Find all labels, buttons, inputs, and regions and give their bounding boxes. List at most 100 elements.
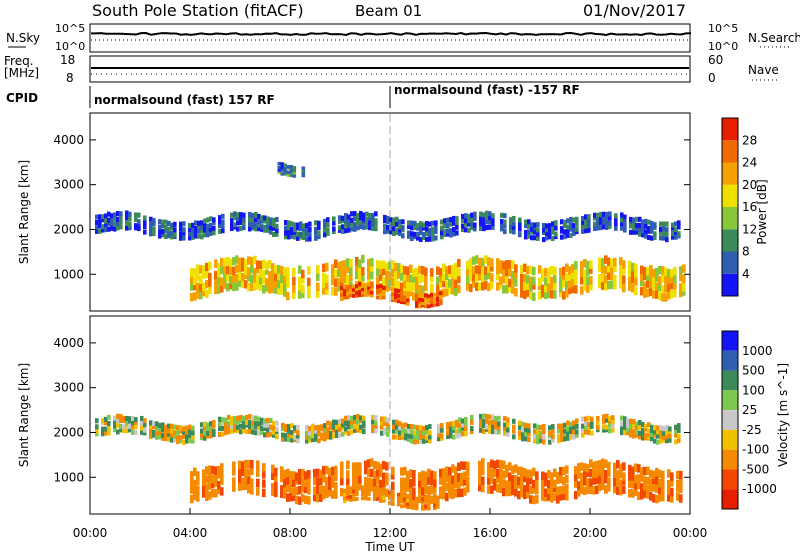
echo-cell <box>659 226 663 232</box>
echo-cell <box>397 280 401 290</box>
echo-cell <box>211 488 215 498</box>
echo-cell <box>452 231 456 237</box>
echo-cell <box>500 226 504 232</box>
echo-cell <box>406 470 410 480</box>
echo-cell <box>401 427 405 433</box>
echo-cell <box>305 434 309 440</box>
echo-cell <box>650 220 654 227</box>
echo-cell <box>383 427 387 433</box>
power-colorbar-segment <box>722 251 738 274</box>
echo-cell <box>185 429 189 435</box>
echo-cell <box>316 282 320 291</box>
echo-cell <box>671 234 675 240</box>
echo-cell <box>242 212 246 218</box>
echo-cell <box>491 424 495 430</box>
echo-cell <box>427 497 431 502</box>
echo-cell <box>346 491 350 496</box>
echo-cell <box>430 273 434 283</box>
echo-cell <box>238 257 242 267</box>
echo-cell <box>425 221 429 227</box>
echo-cell <box>536 227 540 233</box>
echo-cell <box>442 272 446 282</box>
echo-cell <box>448 279 452 288</box>
echo-cell <box>190 485 194 494</box>
echo-cell <box>334 259 338 268</box>
echo-cell <box>353 226 357 232</box>
echo-cell <box>131 415 135 421</box>
power-colorbar-tick: 8 <box>742 245 750 259</box>
echo-cell <box>487 485 491 494</box>
echo-cell <box>610 271 614 281</box>
echo-cell <box>376 491 380 496</box>
echo-cell <box>143 418 147 424</box>
echo-cell <box>128 211 132 217</box>
echo-cell <box>344 420 348 426</box>
echo-cell <box>218 219 222 225</box>
echo-cell <box>208 491 212 500</box>
echo-cell <box>571 264 575 273</box>
echo-cell <box>355 284 359 289</box>
echo-cell <box>677 437 681 443</box>
echo-cell <box>277 271 281 281</box>
echo-cell <box>652 494 656 503</box>
echo-cell <box>520 264 524 274</box>
echo-cell <box>340 260 344 270</box>
echo-cell <box>205 492 209 501</box>
echo-cell <box>586 464 590 473</box>
echo-cell <box>391 298 395 303</box>
echo-cell <box>518 232 522 238</box>
echo-cell <box>343 292 347 297</box>
echo-cell <box>202 469 206 478</box>
echo-cell <box>526 265 530 275</box>
echo-cell <box>478 469 482 478</box>
echo-cell <box>677 427 681 433</box>
echo-cell <box>619 257 623 266</box>
echo-cell <box>470 419 474 425</box>
echo-cell <box>628 479 632 488</box>
echo-cell <box>433 478 437 488</box>
echo-cell <box>206 227 210 233</box>
echo-cell <box>334 482 338 491</box>
echo-cell <box>119 427 123 433</box>
echo-cell <box>289 471 293 480</box>
echo-cell <box>496 258 500 267</box>
echo-cell <box>437 428 441 434</box>
echo-cell <box>382 478 386 488</box>
echo-cell <box>286 493 290 502</box>
echo-cell <box>313 486 317 495</box>
echo-cell <box>101 418 105 424</box>
echo-cell <box>205 289 209 299</box>
echo-cell <box>446 433 450 439</box>
echo-cell <box>563 229 567 235</box>
echo-cell <box>125 225 129 231</box>
echo-cell <box>161 232 165 238</box>
echo-cell <box>170 423 174 429</box>
echo-cell <box>308 226 312 232</box>
echo-cell <box>679 484 683 494</box>
echo-cell <box>410 429 414 435</box>
echo-cell <box>641 228 645 234</box>
echo-cell <box>158 219 162 225</box>
echo-cell <box>622 485 626 494</box>
echo-cell <box>536 439 540 445</box>
echo-cell <box>656 429 660 435</box>
echo-cell <box>367 491 371 496</box>
echo-cell <box>425 429 429 435</box>
echo-cell <box>361 272 365 282</box>
echo-cell <box>440 433 444 439</box>
echo-cell <box>392 230 396 237</box>
echo-cell <box>203 227 207 233</box>
xtick-label: 20:00 <box>573 526 608 540</box>
echo-cell <box>427 468 431 478</box>
echo-cell <box>113 427 117 433</box>
echo-cell <box>248 419 252 425</box>
echo-cell <box>491 419 495 425</box>
echo-cell <box>173 424 177 430</box>
echo-cell <box>409 496 413 501</box>
echo-cell <box>382 498 386 503</box>
echo-cell <box>251 212 255 218</box>
echo-cell <box>320 424 324 430</box>
echo-cell <box>607 271 611 280</box>
echo-cell <box>544 277 548 286</box>
ytick-label: 1000 <box>53 470 84 484</box>
